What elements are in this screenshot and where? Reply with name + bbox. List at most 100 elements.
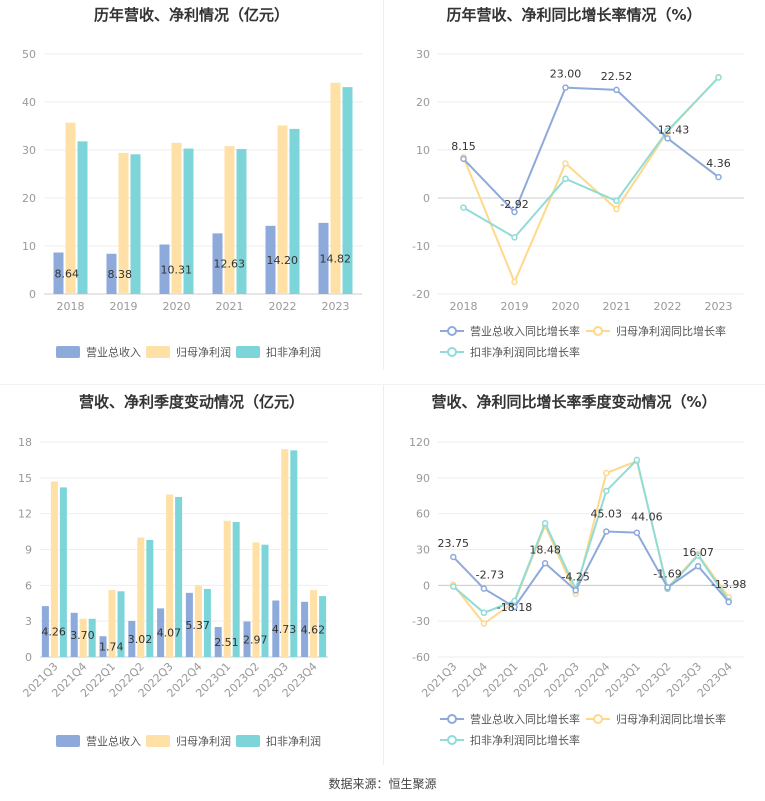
bar-net-profit (310, 590, 318, 657)
quarter-bar-chart: 03691215182021Q32021Q42022Q12022Q22022Q3… (18, 436, 328, 748)
data-label: 23.75 (438, 537, 470, 550)
data-point (633, 529, 641, 536)
bar-revenue (185, 592, 193, 657)
data-point (562, 160, 569, 167)
data-label: -2.92 (500, 198, 528, 211)
vertical-divider-bottom (383, 385, 384, 765)
bar-net-profit (224, 146, 235, 294)
legend-swatch (146, 735, 170, 747)
y-tick-label: -10 (412, 240, 430, 253)
data-point (664, 135, 671, 142)
bar-deducted-profit (130, 154, 141, 294)
bar-net-profit (277, 125, 288, 295)
data-point (480, 609, 488, 617)
y-tick-label: 20 (416, 96, 430, 109)
data-point (541, 560, 549, 567)
data-point (715, 74, 722, 81)
bar-net-profit (281, 449, 289, 657)
bar-revenue (41, 606, 49, 657)
quarter-line-chart: -60-3003060901202021Q32021Q42022Q12022Q2… (409, 436, 746, 747)
x-tick-label: 2021 (603, 300, 631, 313)
bar-revenue (301, 601, 309, 657)
bar-deducted-profit (236, 149, 247, 294)
bar-net-profit (50, 481, 58, 657)
y-tick-label: 30 (22, 144, 36, 157)
legend-label: 营业总收入 (86, 734, 141, 748)
data-label: 14.20 (267, 254, 299, 267)
bar-deducted-profit (146, 539, 154, 657)
bar-net-profit (171, 142, 182, 294)
y-tick-label: -20 (412, 288, 430, 301)
data-point (694, 552, 702, 559)
y-tick-label: 6 (25, 579, 32, 592)
data-label: -13.98 (711, 578, 746, 591)
legend-marker (593, 714, 603, 724)
bar-revenue (70, 612, 78, 657)
data-label: -2.73 (476, 569, 504, 582)
data-label: 3.70 (70, 629, 95, 642)
data-point (450, 583, 457, 590)
legend-label: 营业总收入 (86, 345, 141, 359)
series-line (462, 76, 720, 239)
data-label: 1.74 (99, 641, 124, 654)
data-label: -4.25 (561, 570, 589, 583)
y-tick-label: 120 (409, 436, 430, 449)
bar-revenue (99, 636, 107, 657)
data-source: 数据来源：恒生聚源 (328, 777, 437, 791)
y-tick-label: 10 (416, 144, 430, 157)
data-label: -18.18 (497, 601, 532, 614)
bar-deducted-profit (59, 487, 67, 657)
data-label: 4.62 (301, 623, 326, 636)
bar-deducted-profit (77, 141, 88, 294)
legend-label: 归母净利润同比增长率 (616, 712, 726, 726)
legend-label: 扣非净利润 (266, 734, 321, 748)
quarter-line-panel: 营收、净利同比增长率季度变动情况（%） -60 -30 0 30 60 90 120 2021… (383, 385, 765, 765)
panel-title: 营收、净利同比增长率季度变动情况（%） (431, 393, 717, 411)
legend-marker (447, 347, 457, 357)
data-label: 23.00 (550, 68, 582, 81)
x-tick-label: 2020 (163, 300, 191, 313)
bar-net-profit (223, 520, 231, 657)
legend-marker (447, 735, 457, 745)
data-point (562, 84, 569, 91)
legend-label: 扣非净利润同比增长率 (470, 733, 580, 747)
data-label: 4.73 (272, 623, 297, 636)
y-tick-label: 30 (416, 544, 430, 557)
bar-deducted-profit (261, 544, 269, 657)
y-tick-label: 30 (416, 48, 430, 61)
data-point (511, 208, 518, 216)
bar-revenue (159, 244, 170, 294)
legend-swatch (236, 735, 260, 747)
y-tick-label: 18 (18, 436, 32, 449)
y-tick-label: 12 (18, 508, 32, 521)
y-tick-label: 40 (22, 96, 36, 109)
y-tick-label: -60 (412, 651, 430, 664)
data-point (613, 197, 620, 205)
data-label: 4.36 (706, 157, 731, 170)
x-tick-label: 2023 (322, 300, 350, 313)
data-point (715, 173, 722, 181)
annual-bar-panel: 历年营收、净利情况（亿元） 0 10 20 30 40 50 2018 2019 2020 202… (0, 0, 383, 370)
x-tick-label: 2019 (110, 300, 138, 313)
y-tick-label: 0 (25, 651, 32, 664)
data-label: 18.48 (529, 543, 561, 556)
bar-revenue (272, 600, 280, 657)
bar-deducted-profit (289, 128, 300, 294)
bar-net-profit (108, 590, 116, 657)
data-label: 8.64 (55, 267, 80, 280)
bar-revenue (265, 225, 276, 294)
data-label: 2.51 (214, 636, 239, 649)
legend-label: 归母净利润 (176, 345, 231, 359)
data-label: 44.06 (631, 511, 663, 524)
series-line (452, 457, 730, 614)
data-point (511, 597, 518, 605)
y-tick-label: 9 (25, 544, 32, 557)
panel-title: 历年营收、净利情况（亿元） (93, 6, 289, 24)
bar-net-profit (65, 122, 76, 294)
bar-revenue (214, 627, 222, 657)
data-point (613, 86, 620, 94)
x-tick-label: 2018 (450, 300, 478, 313)
legend-label: 扣非净利润同比增长率 (470, 345, 580, 359)
panel-title: 历年营收、净利同比增长率情况（%） (446, 6, 702, 24)
data-label: 22.52 (601, 70, 633, 83)
